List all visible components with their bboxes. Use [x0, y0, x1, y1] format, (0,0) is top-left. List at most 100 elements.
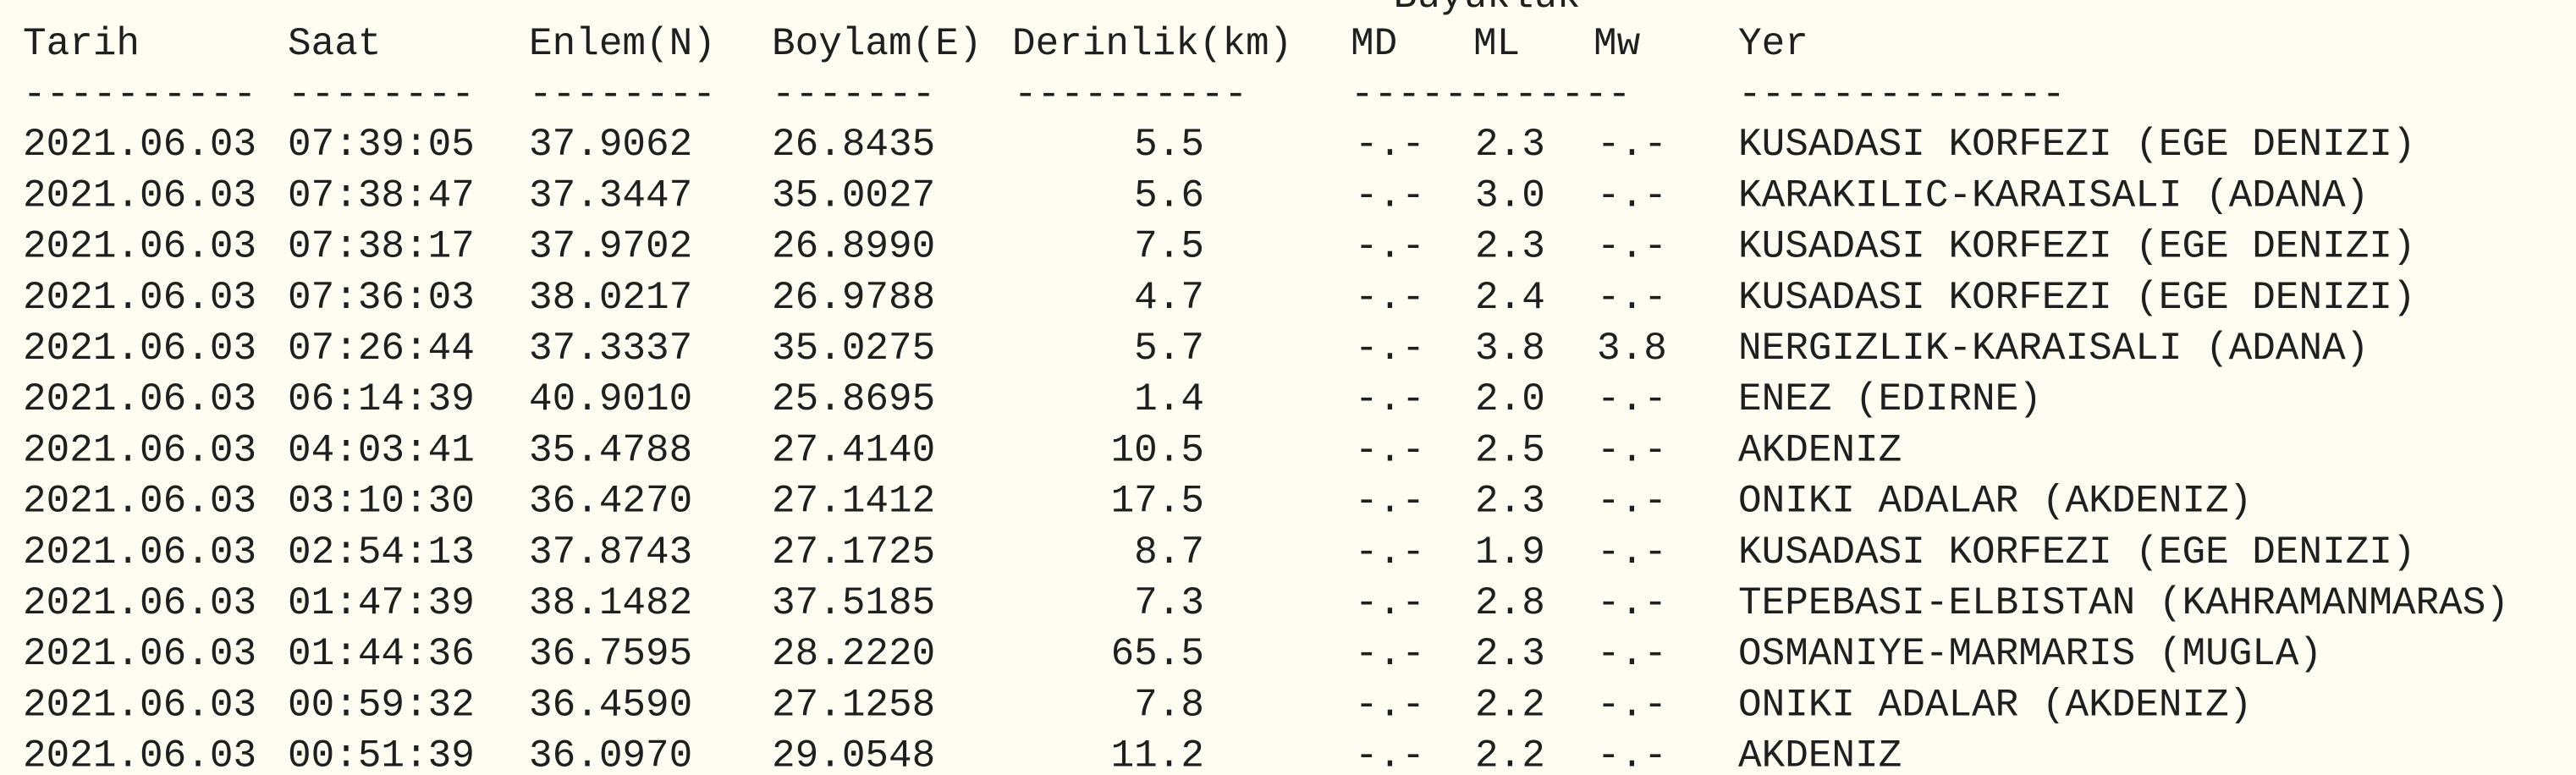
- mw-cell: -.-: [1597, 480, 1667, 524]
- md-cell: -.-: [1355, 123, 1425, 167]
- date-cell: 2021.06.03: [23, 632, 256, 676]
- md-cell: -.-: [1355, 632, 1425, 676]
- location-cell: KARAKILIC-KARAISALI (ADANA): [1738, 173, 2369, 217]
- longitude-cell: 37.5185: [772, 581, 935, 625]
- location-cell: TEPEBASI-ELBISTAN (KAHRAMANMARAS): [1738, 581, 2509, 625]
- md-cell: -.-: [1355, 530, 1425, 574]
- ml-cell: 2.2: [1475, 683, 1545, 727]
- md-cell: -.-: [1355, 173, 1425, 217]
- md-cell: -.-: [1355, 581, 1425, 625]
- date-cell: 2021.06.03: [23, 683, 256, 727]
- latitude-cell: 36.0970: [529, 734, 692, 775]
- location-cell: KUSADASI KORFEZI (EGE DENIZI): [1738, 530, 2416, 574]
- separator: --------------: [1738, 73, 2065, 117]
- longitude-cell: 27.1725: [772, 530, 935, 574]
- mw-cell: -.-: [1597, 683, 1667, 727]
- mw-cell: -.-: [1597, 123, 1667, 167]
- date-cell: 2021.06.03: [23, 173, 256, 217]
- column-header: Enlem(N): [529, 22, 716, 66]
- mw-cell: -.-: [1597, 225, 1667, 269]
- latitude-cell: 38.0217: [529, 276, 692, 320]
- mw-cell: -.-: [1597, 734, 1667, 775]
- longitude-cell: 27.4140: [772, 428, 935, 472]
- location-cell: NERGIZLIK-KARAISALI (ADANA): [1738, 327, 2369, 371]
- time-cell: 00:51:39: [288, 734, 475, 775]
- time-cell: 02:54:13: [288, 530, 475, 574]
- time-cell: 07:36:03: [288, 276, 475, 320]
- date-cell: 2021.06.03: [23, 480, 256, 524]
- date-cell: 2021.06.03: [23, 276, 256, 320]
- separator: --------: [288, 73, 475, 117]
- mw-cell: -.-: [1597, 530, 1667, 574]
- separator: --------: [529, 73, 716, 117]
- ml-cell: 3.0: [1475, 173, 1545, 217]
- depth-cell: 10.5: [1111, 428, 1204, 472]
- date-cell: 2021.06.03: [23, 530, 256, 574]
- group-title: Büyüklük: [1394, 0, 1581, 19]
- location-cell: ONIKI ADALAR (AKDENIZ): [1738, 480, 2252, 524]
- date-cell: 2021.06.03: [23, 581, 256, 625]
- column-header: Boylam(E): [772, 22, 982, 66]
- time-cell: 01:47:39: [288, 581, 475, 625]
- longitude-cell: 26.9788: [772, 276, 935, 320]
- longitude-cell: 26.8990: [772, 225, 935, 269]
- md-cell: -.-: [1355, 734, 1425, 775]
- depth-cell: 5.6: [1134, 173, 1204, 217]
- time-cell: 01:44:36: [288, 632, 475, 676]
- location-cell: ONIKI ADALAR (AKDENIZ): [1738, 683, 2252, 727]
- separator: ------------: [1351, 73, 1631, 117]
- mw-cell: -.-: [1597, 377, 1667, 421]
- ml-cell: 2.2: [1475, 734, 1545, 775]
- location-cell: KUSADASI KORFEZI (EGE DENIZI): [1738, 276, 2416, 320]
- latitude-cell: 37.3337: [529, 327, 692, 371]
- depth-cell: 5.7: [1134, 327, 1204, 371]
- time-cell: 06:14:39: [288, 377, 475, 421]
- separator: ----------: [23, 73, 256, 117]
- ml-cell: 2.3: [1475, 123, 1545, 167]
- date-cell: 2021.06.03: [23, 327, 256, 371]
- time-cell: 07:39:05: [288, 123, 475, 167]
- location-cell: ENEZ (EDIRNE): [1738, 377, 2042, 421]
- latitude-cell: 36.4270: [529, 480, 692, 524]
- md-cell: -.-: [1355, 428, 1425, 472]
- latitude-cell: 37.8743: [529, 530, 692, 574]
- date-cell: 2021.06.03: [23, 123, 256, 167]
- mw-cell: 3.8: [1597, 327, 1667, 371]
- latitude-cell: 37.9702: [529, 225, 692, 269]
- md-cell: -.-: [1355, 683, 1425, 727]
- location-cell: KUSADASI KORFEZI (EGE DENIZI): [1738, 123, 2416, 167]
- ml-cell: 2.3: [1475, 225, 1545, 269]
- ml-cell: 2.4: [1475, 276, 1545, 320]
- depth-cell: 4.7: [1134, 276, 1204, 320]
- time-cell: 03:10:30: [288, 480, 475, 524]
- latitude-cell: 36.7595: [529, 632, 692, 676]
- mw-cell: -.-: [1597, 276, 1667, 320]
- ml-cell: 3.8: [1475, 327, 1545, 371]
- column-header: ML: [1473, 22, 1520, 66]
- column-header: Derinlik(km): [1012, 22, 1292, 66]
- ml-cell: 1.9: [1475, 530, 1545, 574]
- mw-cell: -.-: [1597, 632, 1667, 676]
- location-cell: OSMANIYE-MARMARIS (MUGLA): [1738, 632, 2322, 676]
- mw-cell: -.-: [1597, 173, 1667, 217]
- depth-cell: 8.7: [1134, 530, 1204, 574]
- ml-cell: 2.8: [1475, 581, 1545, 625]
- mw-cell: -.-: [1597, 581, 1667, 625]
- depth-cell: 7.3: [1134, 581, 1204, 625]
- longitude-cell: 26.8435: [772, 123, 935, 167]
- longitude-cell: 27.1412: [772, 480, 935, 524]
- time-cell: 07:26:44: [288, 327, 475, 371]
- latitude-cell: 38.1482: [529, 581, 692, 625]
- depth-cell: 5.5: [1134, 123, 1204, 167]
- ml-cell: 2.0: [1475, 377, 1545, 421]
- mw-cell: -.-: [1597, 428, 1667, 472]
- longitude-cell: 27.1258: [772, 683, 935, 727]
- date-cell: 2021.06.03: [23, 734, 256, 775]
- separator: ----------: [1014, 73, 1247, 117]
- md-cell: -.-: [1355, 225, 1425, 269]
- column-header: Tarih: [23, 22, 140, 66]
- date-cell: 2021.06.03: [23, 225, 256, 269]
- depth-cell: 11.2: [1111, 734, 1204, 775]
- time-cell: 07:38:17: [288, 225, 475, 269]
